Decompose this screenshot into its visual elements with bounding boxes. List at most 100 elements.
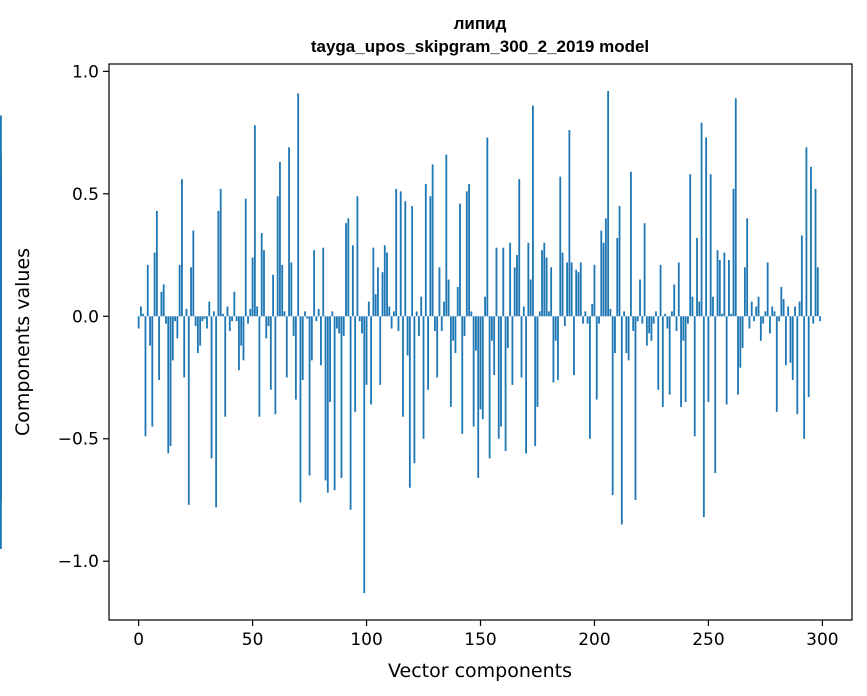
bar-component-107 [381,272,384,317]
bar-component-150 [479,316,482,410]
bar-component-undefined [0,291,2,317]
bar-component-171 [527,242,530,317]
bar-component-168 [520,316,523,378]
bar-component-153 [486,137,489,317]
bar-component-213 [623,311,625,317]
bar-component-262 [734,98,737,317]
bar-component-24 [192,230,195,317]
bar-component-242 [689,174,692,317]
bar-component-1 [140,306,142,317]
bar-component-294 [807,316,810,398]
bar-component-5 [149,316,151,346]
bar-component-148 [475,316,477,351]
bar-component-293 [805,147,808,317]
bar-component-6 [151,316,154,427]
bar-component-272 [757,296,760,317]
bar-component-255 [718,259,721,317]
bar-component-215 [627,316,630,361]
bar-component-59 [272,274,275,317]
bar-component-175 [536,316,539,407]
bar-component-11 [162,284,165,317]
bar-component-163 [509,242,512,317]
bar-component-273 [759,316,762,341]
bar-component-183 [554,316,557,341]
bar-component-230 [661,316,664,407]
bar-component-190 [570,262,573,317]
bar-component-66 [288,147,290,317]
bar-component-51 [253,125,256,317]
bar-component-267 [746,218,749,317]
bar-component-140 [456,286,459,317]
bar-component-292 [803,316,806,439]
bar-component-97 [358,316,361,322]
bar-component-216 [630,171,632,317]
bar-component-296 [812,316,815,324]
bar-component-34 [215,316,218,508]
bar-component-221 [641,316,644,324]
y-tick-label: 0.0 [72,307,99,327]
bar-component-2 [142,313,145,317]
bar-component-62 [279,161,281,317]
bar-component-52 [256,306,259,317]
bar-component-214 [625,316,628,354]
bar-component-271 [755,306,758,317]
bar-component-114 [397,316,400,331]
bar-component-80 [320,316,322,366]
bar-component-201 [595,316,598,400]
bar-component-40 [228,316,231,331]
bar-component-264 [739,316,742,368]
bar-component-7 [153,252,156,317]
bar-component-44 [238,316,240,371]
x-tick-label: 50 [242,630,264,650]
bar-component-65 [285,316,288,378]
bar-component-261 [732,188,735,317]
bar-component-166 [516,255,518,317]
bar-component-54 [260,233,263,317]
bar-component-4 [146,264,149,317]
bar-component-243 [691,296,694,317]
bar-component-142 [461,316,464,434]
bar-component-102 [370,316,373,405]
bar-component-299 [819,316,821,322]
bar-component-76 [310,316,313,361]
bar-component-286 [789,316,792,363]
x-tick-label: 250 [692,630,724,650]
bar-component-104 [374,294,377,317]
bar-component-36 [219,188,222,317]
bar-component-245 [696,237,698,317]
bar-component-139 [454,316,457,354]
bar-component-182 [552,316,555,383]
bar-component-270 [753,316,755,322]
bar-component-199 [591,304,594,317]
bar-component-115 [399,191,402,317]
bar-component-94 [351,245,354,317]
y-tick-label: −1.0 [58,552,99,572]
bar-component-16 [174,316,176,322]
bar-component-20 [183,316,186,378]
bar-component-27 [199,316,202,346]
bar-component-277 [769,316,771,334]
bar-component-259 [728,259,730,317]
bar-component-35 [217,210,220,317]
bar-component-101 [367,301,370,317]
bar-component-99 [363,316,366,594]
bar-component-195 [582,316,584,324]
bar-component-253 [714,316,717,474]
bar-component-179 [545,257,548,317]
bar-component-108 [383,245,386,317]
bar-component-167 [518,179,521,317]
bar-component-225 [650,316,653,341]
bar-component-246 [698,301,701,317]
bar-component-31 [208,301,211,317]
bar-component-198 [588,316,591,439]
bar-component-70 [297,93,300,317]
bar-component-281 [778,316,780,322]
bar-component-42 [233,291,236,317]
bar-component-57 [267,316,270,327]
bar-component-120 [411,206,414,317]
bar-component-17 [176,316,179,339]
bar-component-236 [675,316,678,331]
y-tick-label: 1.0 [72,62,99,82]
bar-component-126 [424,184,427,317]
